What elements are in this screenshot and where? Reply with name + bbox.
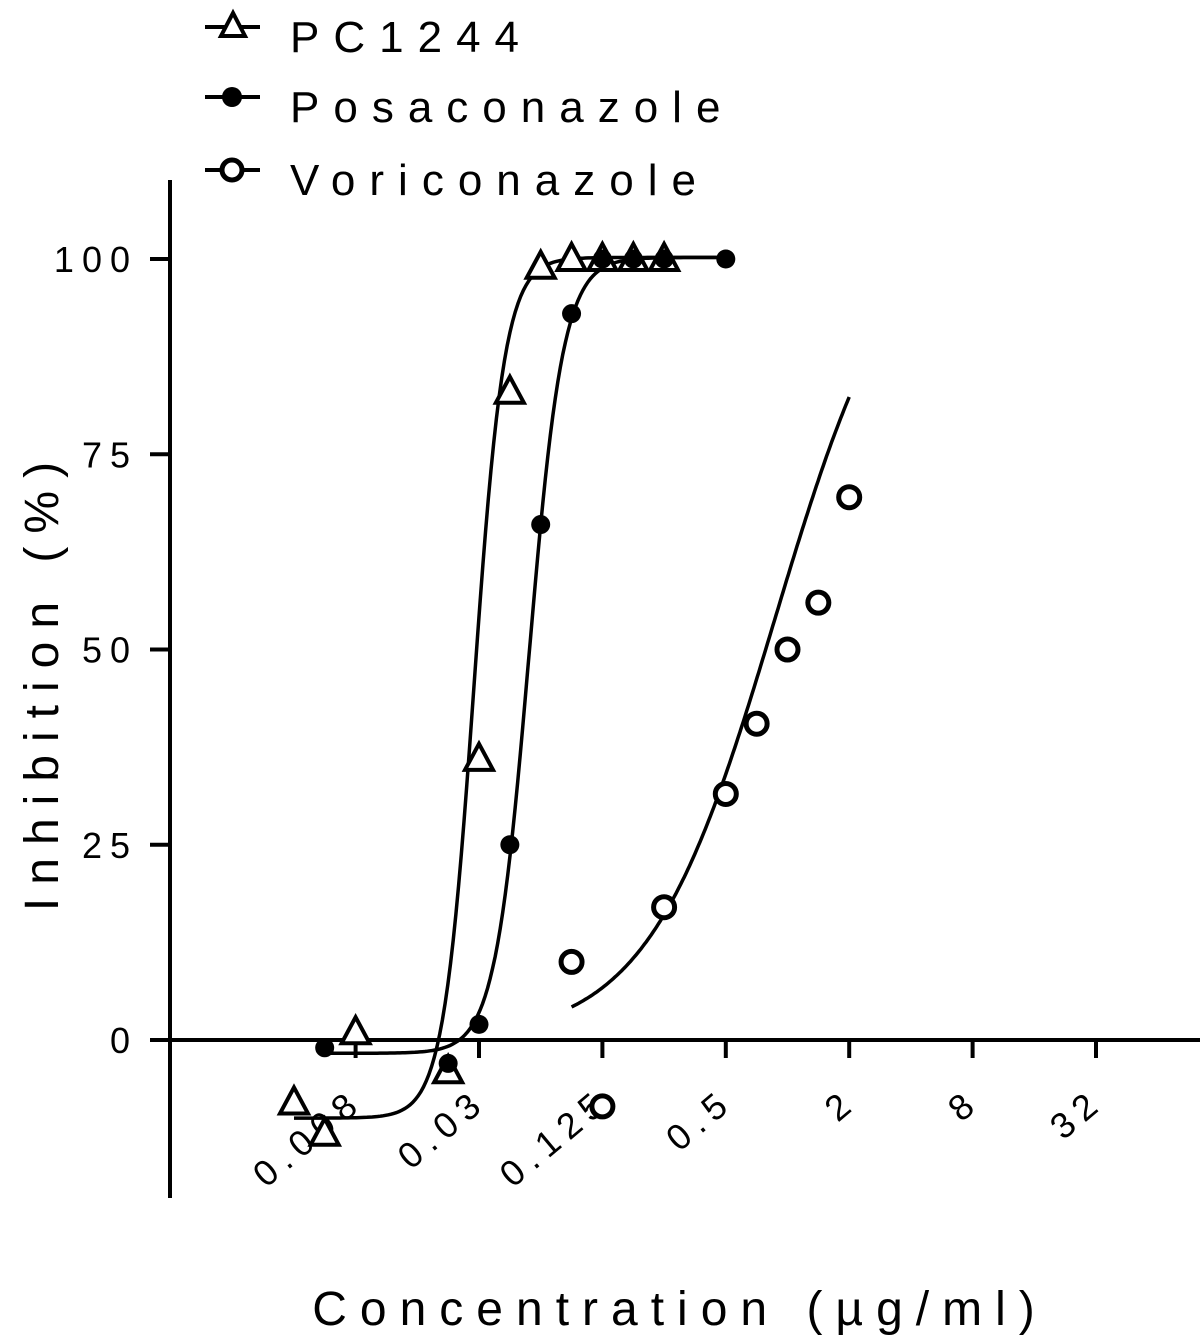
posaconazole-point — [469, 1014, 489, 1034]
x-tick-label: 8 — [940, 1080, 988, 1129]
posaconazole-point — [562, 304, 582, 324]
pc1244-point — [554, 239, 589, 272]
data-points — [276, 239, 863, 1147]
posaconazole-point — [623, 249, 643, 269]
y-tick-label: 25 — [82, 825, 138, 866]
legend-label-posaconazole: Posaconazole — [290, 83, 734, 132]
legend-label-pc1244: PC1244 — [290, 13, 533, 62]
x-tick-label: 32 — [1042, 1080, 1111, 1147]
fit-curve-voriconazole — [570, 396, 851, 1009]
pc1244-point — [523, 247, 559, 280]
voriconazole-point — [589, 1093, 616, 1120]
x-tick-label: 2 — [817, 1080, 865, 1129]
legend-entry-posaconazole: Posaconazole — [205, 83, 734, 132]
posaconazole-point — [315, 1038, 335, 1058]
voriconazole-point — [712, 780, 739, 807]
pc1244-point — [492, 372, 528, 405]
posaconazole-point — [500, 835, 520, 855]
pc1244-point — [338, 1012, 373, 1046]
y-tick-label: 50 — [82, 630, 138, 671]
voriconazole-point — [743, 710, 770, 737]
legend-triangle-marker — [217, 8, 249, 38]
legend-open-circle-marker — [219, 157, 245, 183]
voriconazole-point — [805, 589, 832, 616]
y-tick-label: 75 — [82, 434, 138, 475]
pc1244-point — [461, 739, 497, 772]
legend-filled-circle-marker — [222, 87, 242, 107]
x-tick-label: 0.008 — [245, 1080, 371, 1195]
y-axis-ticks: 0 25 50 75 100 — [54, 239, 170, 1061]
voriconazole-point — [558, 948, 585, 975]
pc1244-point — [276, 1083, 312, 1116]
posaconazole-point — [531, 515, 551, 535]
pc1244-point — [307, 1114, 343, 1147]
x-tick-label: 0.5 — [658, 1080, 741, 1159]
x-tick-label: 0.03 — [390, 1080, 495, 1177]
posaconazole-point — [592, 249, 612, 269]
posaconazole-point — [438, 1053, 458, 1073]
fitted-curves — [294, 255, 851, 1120]
y-tick-label: 0 — [110, 1020, 138, 1061]
x-axis-title: Concentration (µg/ml) — [312, 1283, 1048, 1336]
legend: PC1244 Posaconazole Voriconazole — [205, 8, 734, 205]
voriconazole-point — [651, 894, 678, 921]
voriconazole-point — [836, 484, 863, 511]
voriconazole-point — [774, 636, 801, 663]
legend-entry-voriconazole: Voriconazole — [205, 156, 710, 205]
y-tick-label: 100 — [54, 239, 138, 280]
legend-entry-pc1244: PC1244 — [205, 8, 533, 62]
fit-curve-posaconazole — [324, 255, 726, 1056]
posaconazole-point — [654, 249, 674, 269]
posaconazole-point — [716, 249, 736, 269]
y-axis-title: Inhibition (%) — [16, 449, 69, 911]
legend-label-voriconazole: Voriconazole — [290, 156, 710, 205]
